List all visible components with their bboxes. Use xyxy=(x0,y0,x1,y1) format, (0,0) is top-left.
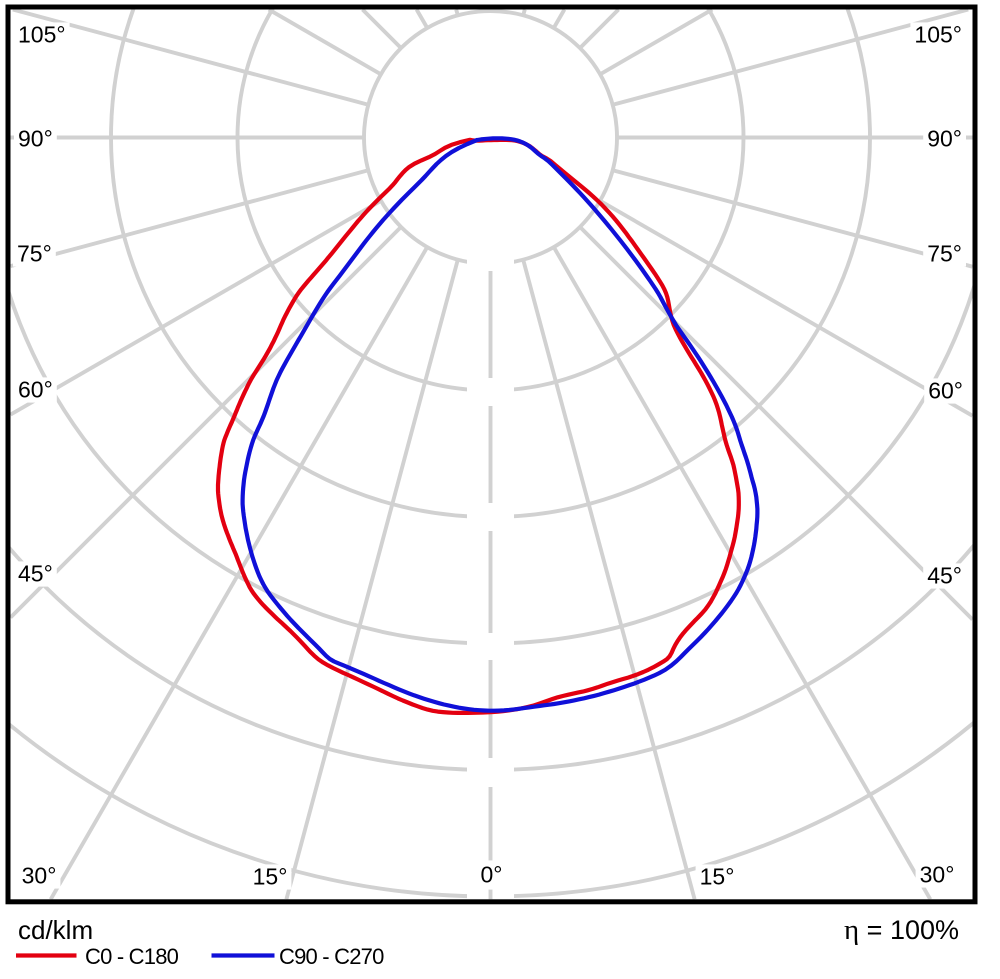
svg-text:75°: 75° xyxy=(927,241,962,267)
svg-text:cd/klm: cd/klm xyxy=(18,915,93,945)
svg-text:90°: 90° xyxy=(18,126,53,152)
svg-text:105°: 105° xyxy=(18,22,66,48)
svg-text:45°: 45° xyxy=(927,563,962,589)
svg-text:60°: 60° xyxy=(928,378,963,404)
svg-text:15°: 15° xyxy=(253,864,288,890)
svg-text:45°: 45° xyxy=(18,561,53,587)
svg-text:90°: 90° xyxy=(927,126,962,152)
svg-text:30°: 30° xyxy=(920,862,955,888)
svg-text:30°: 30° xyxy=(22,863,57,889)
svg-text:C0 - C180: C0 - C180 xyxy=(85,944,179,969)
svg-text:0°: 0° xyxy=(481,862,503,888)
svg-text:η = 100%: η = 100% xyxy=(844,914,959,946)
svg-text:C90 - C270: C90 - C270 xyxy=(279,944,384,969)
svg-text:105°: 105° xyxy=(914,22,962,48)
svg-text:60°: 60° xyxy=(18,377,53,403)
svg-text:15°: 15° xyxy=(700,864,735,890)
svg-text:75°: 75° xyxy=(17,241,52,267)
